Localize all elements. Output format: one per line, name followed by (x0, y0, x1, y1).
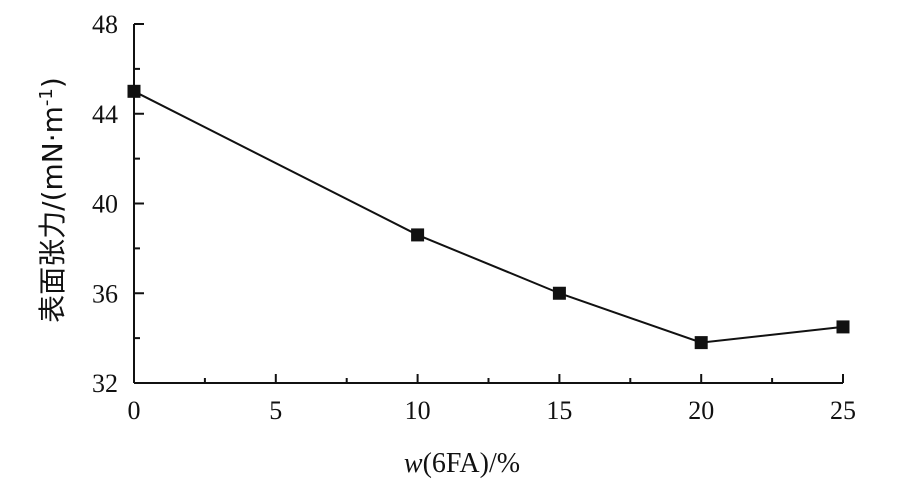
x-tick-label: 5 (269, 396, 282, 425)
data-point-marker (411, 228, 425, 242)
x-axis-title: w(6FA)/% (404, 448, 520, 479)
y-axis-title-close: ) (36, 77, 69, 88)
x-tick-label: 20 (688, 396, 714, 425)
x-tick-label: 0 (128, 396, 141, 425)
y-tick-label: 36 (92, 279, 118, 308)
data-point-marker (694, 336, 708, 350)
x-axis-title-rest: (6FA)/% (423, 448, 520, 479)
x-ticks: 0 5 10 15 20 25 (128, 374, 856, 425)
data-point-marker (836, 320, 850, 334)
y-tick-label: 48 (92, 10, 118, 39)
y-ticks: 32 36 40 44 48 (92, 10, 144, 398)
y-tick-label: 32 (92, 369, 118, 398)
y-tick-label: 44 (92, 100, 118, 129)
y-axis-title-text: 表面张力/(mN·m (36, 106, 69, 323)
y-axis-title-superscript: -1 (36, 88, 57, 106)
series-line (133, 90, 844, 344)
x-tick-label: 15 (546, 396, 572, 425)
x-tick-label: 25 (830, 396, 856, 425)
data-point-marker (127, 84, 141, 98)
x-axis-title-variable: w (404, 448, 423, 479)
data-point-marker (552, 286, 566, 300)
series-layer (127, 84, 850, 350)
y-tick-label: 40 (92, 190, 118, 219)
axes (133, 24, 843, 384)
x-tick-label: 10 (405, 396, 431, 425)
y-axis-title: 表面张力/(mN·m-1) (36, 77, 69, 323)
